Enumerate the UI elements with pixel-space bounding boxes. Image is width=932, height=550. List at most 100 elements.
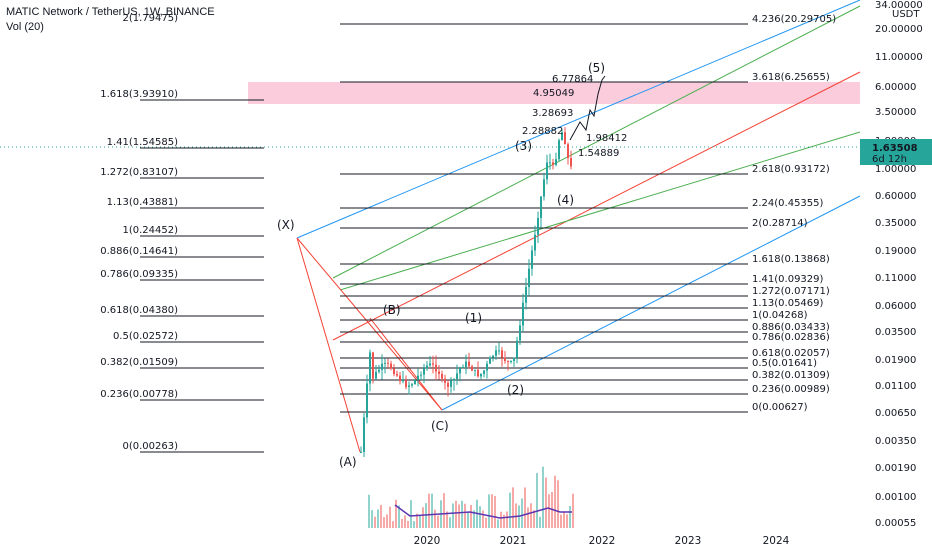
x-tick-label: 2023 — [675, 535, 702, 547]
candle — [411, 384, 413, 386]
fib-right-label: 0.786(0.02836) — [752, 332, 830, 343]
last-price-tag — [860, 139, 932, 165]
xa-leg — [296, 237, 361, 453]
volume-bar — [548, 494, 550, 528]
fib-left-label: 2(1.79475) — [122, 13, 178, 24]
candle — [417, 375, 419, 380]
fib-right-label: 0.618(0.02057) — [752, 348, 830, 359]
y-tick-label: 0.60000 — [875, 191, 916, 202]
y-tick-label: 0.11000 — [875, 273, 916, 284]
candle — [564, 132, 566, 145]
target-zone — [248, 82, 860, 104]
y-tick-label: 0.00190 — [875, 463, 916, 474]
wave-label: (X) — [277, 218, 295, 232]
fib-right-label: 0.5(0.01641) — [752, 358, 817, 369]
fib-right-label: 2(0.28714) — [752, 218, 808, 229]
volume-bar — [479, 506, 481, 528]
channel-line — [296, 0, 861, 239]
volume-bar — [500, 511, 502, 528]
fib-right-label: 2.24(0.45355) — [752, 198, 824, 209]
y-tick-label: 0.06000 — [875, 301, 916, 312]
fib-left-label: 1.618(3.93910) — [100, 89, 178, 100]
fib-left-label: 0.786(0.09335) — [100, 269, 178, 280]
candle — [360, 451, 362, 453]
y-tick-label: 3.50000 — [875, 107, 916, 118]
volume-bar — [380, 504, 382, 528]
projection-path — [569, 75, 606, 141]
volume-bar — [506, 511, 508, 528]
volume-bar — [512, 487, 514, 528]
volume-bar — [374, 516, 376, 528]
candle — [468, 361, 470, 367]
fib-left-label: 1.13(0.43881) — [107, 197, 179, 208]
candle — [531, 250, 533, 269]
candle — [471, 366, 473, 371]
fib-right-label: 1(0.04268) — [752, 310, 808, 321]
candle — [549, 162, 551, 164]
fib-left-label: 0.618(0.04380) — [100, 305, 178, 316]
candle — [369, 352, 371, 384]
candle — [474, 369, 476, 371]
y-tick-label: 0.35000 — [875, 218, 916, 229]
wave-label: (4) — [557, 193, 574, 207]
candle — [453, 378, 455, 381]
volume-bar — [560, 514, 562, 528]
volume-bar — [401, 518, 403, 528]
volume-bar — [392, 521, 394, 528]
candle — [540, 196, 542, 218]
candle — [507, 361, 509, 363]
volume-bar — [563, 512, 565, 528]
candle — [492, 355, 494, 358]
candle — [408, 385, 410, 387]
volume-bar — [464, 503, 466, 528]
candle — [519, 325, 521, 341]
y-tick-label: 1.00000 — [875, 164, 916, 175]
candle — [450, 380, 452, 387]
volume-bar — [467, 511, 469, 528]
volume-bar — [527, 507, 529, 528]
volume-bar — [434, 509, 436, 528]
candle — [504, 357, 506, 362]
wave-label: (1) — [465, 311, 482, 325]
fib-right-label: 4.236(20.29705) — [752, 14, 836, 25]
candle — [498, 350, 500, 352]
volume-bar — [458, 504, 460, 528]
volume-bar — [521, 498, 523, 528]
candle — [435, 364, 437, 372]
fib-right-label: 0.886(0.03433) — [752, 322, 830, 333]
candle — [546, 162, 548, 180]
candle — [555, 159, 557, 165]
volume-bar — [413, 521, 415, 528]
x-tick-label: 2024 — [763, 535, 790, 547]
volume-bar — [491, 494, 493, 528]
volume-bar — [386, 514, 388, 528]
candle — [477, 369, 479, 377]
candle — [459, 368, 461, 374]
candle — [495, 350, 497, 356]
volume-bar — [569, 506, 571, 528]
candle — [444, 378, 446, 383]
fib-right-label: 0(0.00627) — [752, 402, 808, 413]
wave-label: (3) — [515, 139, 532, 153]
fib-right-label: 1.41(0.09329) — [752, 274, 824, 285]
candle — [396, 373, 398, 376]
volume-bar — [566, 514, 568, 528]
y-tick-label: 0.01900 — [875, 355, 916, 366]
last-price-countdown: 6d 12h — [872, 154, 907, 165]
volume-bar — [488, 494, 490, 528]
candle — [420, 374, 422, 376]
volume-bar — [404, 515, 406, 528]
candle — [480, 373, 482, 377]
y-tick-label: 6.00000 — [875, 82, 916, 93]
volume-bar — [530, 503, 532, 528]
channel-line — [332, 5, 861, 279]
volume-bar — [554, 475, 556, 528]
volume-bar — [536, 473, 538, 528]
fib-left-label: 0.236(0.00778) — [100, 389, 178, 400]
fib-left-label: 1.41(1.54585) — [107, 137, 179, 148]
candle — [516, 340, 518, 358]
candle — [363, 417, 365, 452]
volume-bar — [557, 480, 559, 528]
fib-left-label: 1.272(0.83107) — [100, 167, 178, 178]
